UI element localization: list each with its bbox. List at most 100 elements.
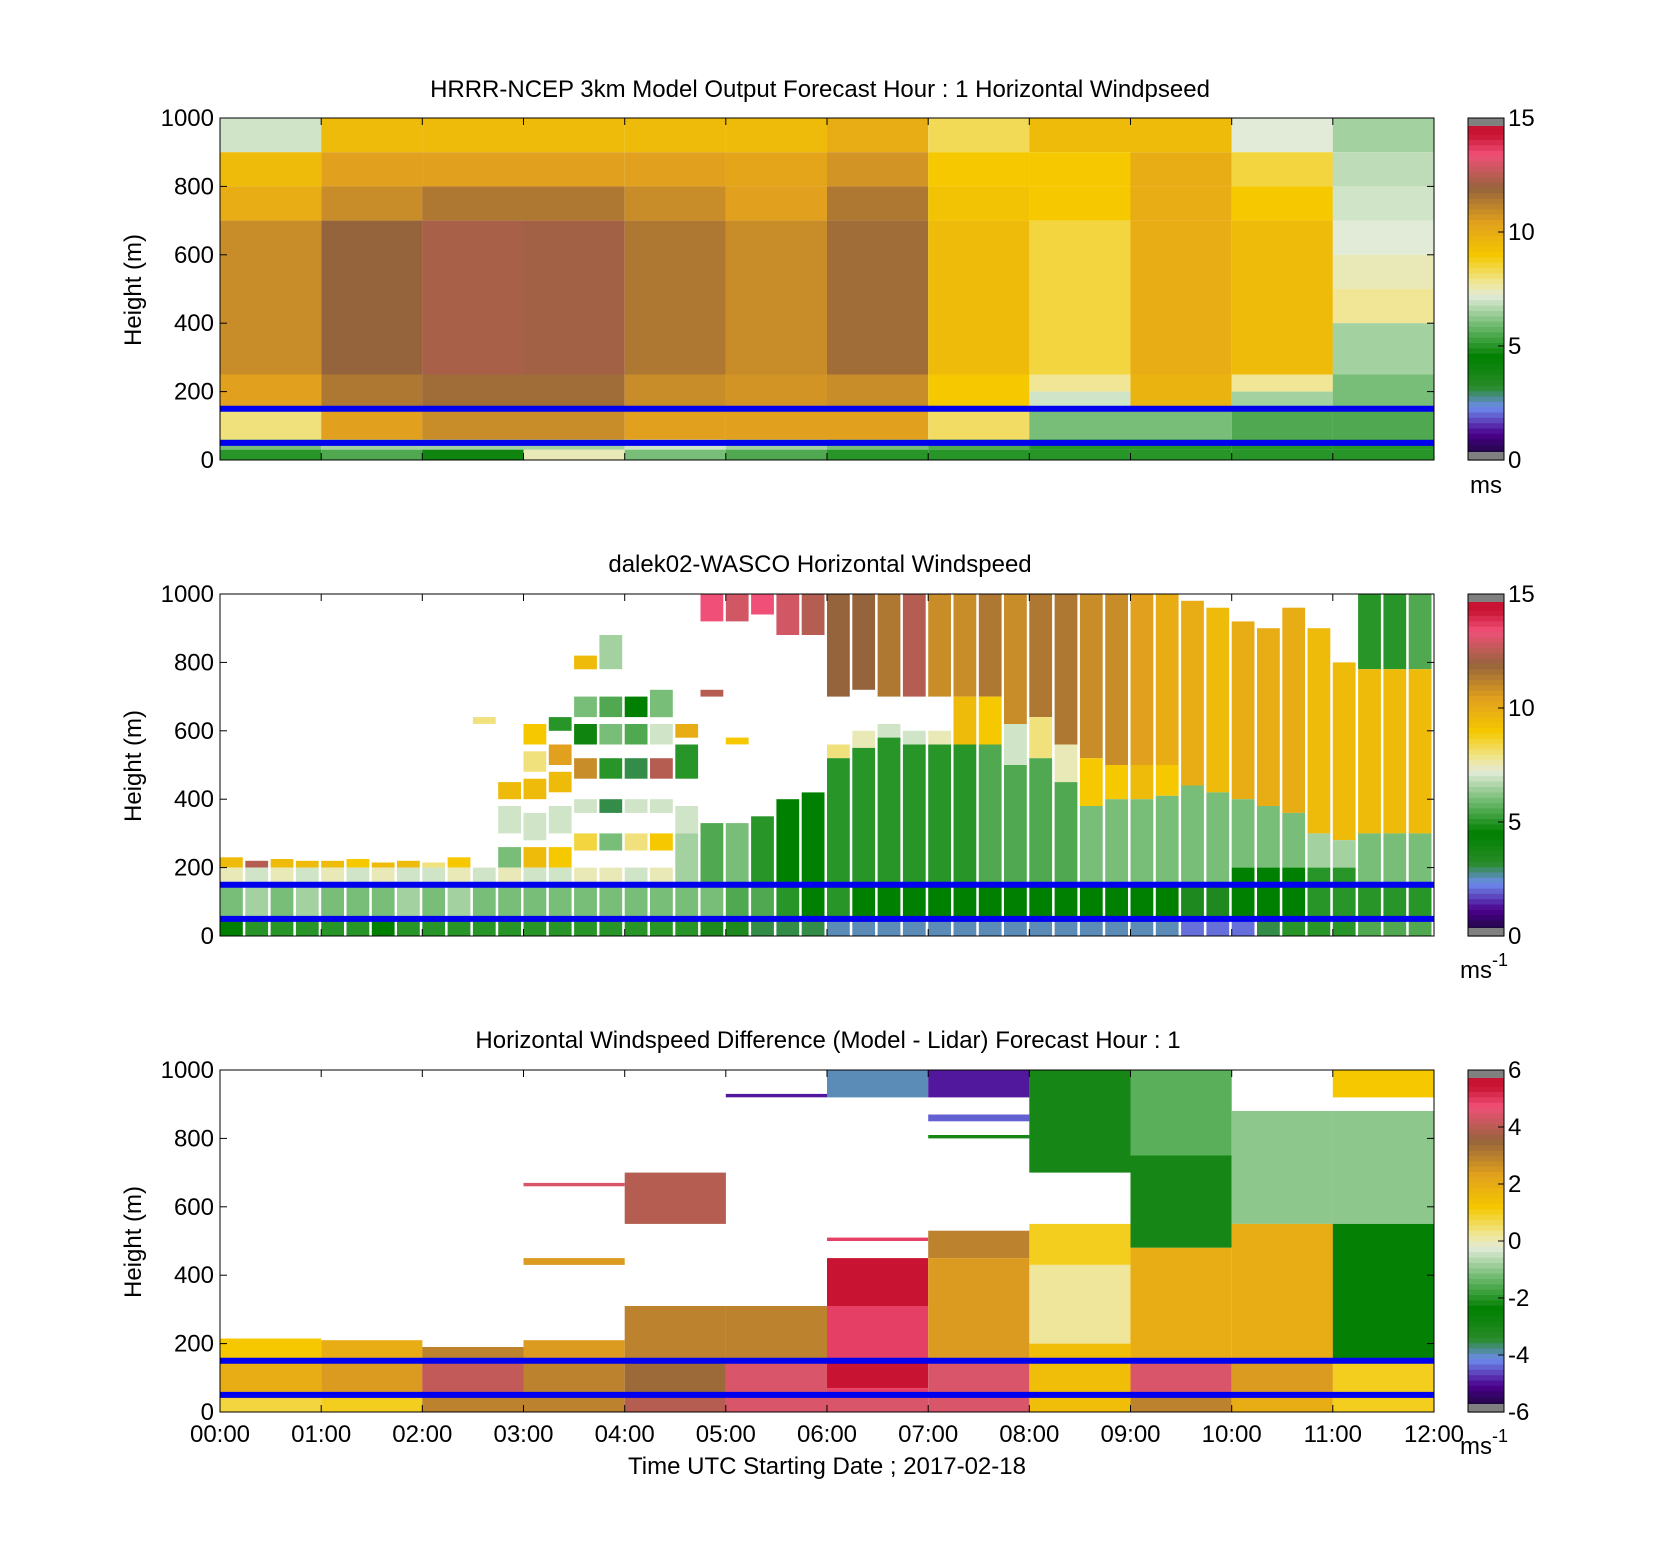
heatmap-cell <box>1332 374 1434 409</box>
colorbar-cap <box>1468 452 1504 460</box>
x-tick-label: 02:00 <box>392 1421 452 1448</box>
y-axis-label: Height (m) <box>120 234 147 346</box>
heatmap-cell <box>245 867 269 885</box>
heatmap-cell <box>928 1135 1030 1139</box>
heatmap-cell <box>220 1394 322 1412</box>
y-tick-label: 600 <box>174 718 214 745</box>
heatmap-cell <box>1004 765 1027 885</box>
heatmap-cell <box>1130 1070 1232 1156</box>
colorbar-segment <box>1468 1144 1504 1151</box>
heatmap-cell <box>1282 607 1306 813</box>
heatmap-cell <box>523 847 547 868</box>
heatmap-cell <box>725 1306 827 1361</box>
heatmap-cell <box>1054 884 1078 919</box>
heatmap-cell <box>599 724 623 745</box>
heatmap-cell <box>220 408 322 440</box>
colorbar-segment <box>1468 663 1504 670</box>
heatmap-cell <box>422 449 524 460</box>
y-tick-label: 600 <box>174 1194 214 1221</box>
colorbar-segment <box>1468 267 1504 274</box>
heatmap-cell <box>624 186 726 221</box>
colorbar-tick-label: 6 <box>1508 1057 1521 1084</box>
heatmap-cell <box>1332 220 1434 255</box>
colorbar-segment <box>1468 754 1504 761</box>
heatmap-cell <box>599 696 623 718</box>
heatmap-cell <box>1358 833 1381 885</box>
heatmap-cell <box>1231 374 1333 392</box>
colorbar-segment <box>1468 732 1504 739</box>
colorbar-segment <box>1468 128 1504 135</box>
y-tick-label: 400 <box>174 310 214 337</box>
heatmap-cell <box>548 717 572 731</box>
heatmap-cell <box>1029 1343 1131 1395</box>
heatmap-cell <box>953 696 977 745</box>
panel-model: HRRR-NCEP 3km Model Output Forecast Hour… <box>120 76 1535 499</box>
heatmap-cell <box>321 408 423 440</box>
y-axis-label: Height (m) <box>120 1186 147 1298</box>
heatmap-cell <box>1332 118 1434 153</box>
heatmap-cell <box>1079 918 1103 936</box>
heatmap-cell <box>1029 118 1131 153</box>
heatmap-cell <box>1231 1360 1333 1395</box>
colorbar: -6 -4 -2 0 2 4 6 <box>1467 1057 1529 1426</box>
colorbar-segment <box>1468 219 1504 226</box>
heatmap-cell <box>523 812 547 841</box>
colorbar-segment <box>1468 160 1504 167</box>
heatmap-cell <box>1332 1394 1434 1412</box>
colorbar-segment <box>1468 903 1504 910</box>
colorbar-tick-label: 15 <box>1508 105 1535 132</box>
heatmap-cell <box>725 408 827 440</box>
y-tick-label: 800 <box>174 1125 214 1152</box>
colorbar-segment <box>1468 1305 1504 1312</box>
heatmap-cell <box>371 862 395 868</box>
heatmap-cell <box>1079 806 1103 885</box>
colorbar-segment <box>1468 342 1504 349</box>
heatmap-cell <box>1155 795 1179 885</box>
heatmap-cell <box>725 823 749 885</box>
heatmap-cell <box>1029 220 1131 375</box>
heatmap-cell <box>624 696 648 718</box>
colorbar-segment <box>1468 690 1504 697</box>
heatmap-cell <box>548 744 572 765</box>
colorbar-segment <box>1468 695 1504 702</box>
colorbar-segment <box>1468 850 1504 857</box>
colorbar-segment <box>1468 823 1504 830</box>
heatmap-cell <box>725 918 749 936</box>
heatmap-cell <box>245 860 269 868</box>
heatmap-cell <box>1383 594 1407 670</box>
heatmap-cell <box>574 655 597 670</box>
colorbar-tick-label: 0 <box>1508 1228 1521 1255</box>
colorbar-segment <box>1468 615 1504 622</box>
heatmap-cell <box>928 744 951 885</box>
colorbar-segment <box>1468 1395 1504 1402</box>
heatmap-cell <box>650 884 673 919</box>
heatmap-cell <box>295 918 319 936</box>
colorbar-segment <box>1468 438 1504 445</box>
heatmap-cell <box>220 867 243 885</box>
x-tick-label: 01:00 <box>291 1421 351 1448</box>
heatmap-cell <box>599 918 623 936</box>
heatmap-cells <box>220 594 1432 936</box>
colorbar-segment <box>1468 1182 1504 1189</box>
heatmap-cell <box>650 918 673 936</box>
y-tick-label: 0 <box>201 447 214 474</box>
heatmap-cell <box>397 918 420 936</box>
heatmap-cell <box>1004 884 1027 919</box>
y-tick-label: 0 <box>201 923 214 950</box>
heatmap-cell <box>725 374 827 409</box>
panel-lidar: dalek02-WASCO Horizontal Windspeed Heigh… <box>120 551 1535 984</box>
heatmap-cell <box>650 867 673 885</box>
colorbar-segment <box>1468 1214 1504 1221</box>
heatmap-cell <box>422 1347 524 1361</box>
heatmap-cell <box>397 884 420 919</box>
heatmap-cell <box>346 884 370 919</box>
heatmap-cell <box>270 859 294 868</box>
colorbar-segment <box>1468 765 1504 771</box>
heatmap-cell <box>877 884 901 919</box>
heatmap-cell <box>220 152 322 187</box>
heatmap-cell <box>422 918 446 936</box>
colorbar-segment <box>1468 1187 1504 1194</box>
heatmap-cell <box>1130 918 1154 936</box>
colorbar-segment <box>1468 1246 1504 1253</box>
colorbar-segment <box>1468 604 1504 611</box>
